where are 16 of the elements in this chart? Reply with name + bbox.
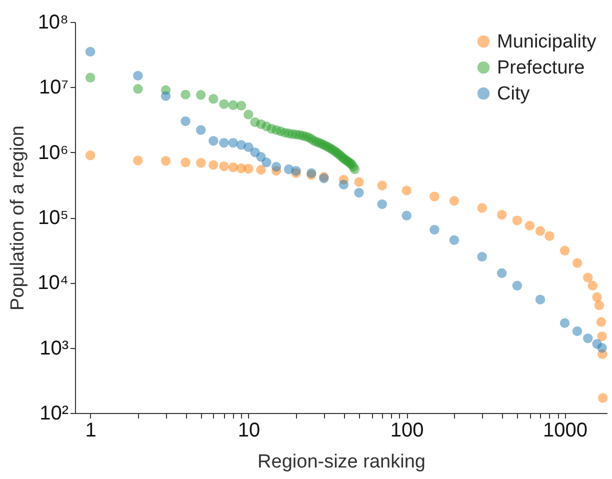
y-tick-label: 10⁵ [38, 207, 68, 229]
x-axis-title: Region-size ranking [258, 452, 426, 472]
y-tick-label: 10⁶ [38, 142, 68, 164]
legend-label: Municipality [497, 32, 597, 52]
x-tick-label: 1000 [543, 420, 588, 442]
legend-label: City [497, 84, 530, 104]
y-tick-label: 10² [40, 402, 69, 424]
x-tick-label: 100 [390, 420, 424, 442]
y-axis-title: Population of a region [8, 126, 29, 310]
y-tick-label: 10⁸ [38, 12, 68, 34]
legend-label: Prefecture [497, 58, 585, 78]
y-tick-label: 10⁴ [38, 272, 68, 294]
x-tick-label: 1 [85, 420, 96, 442]
x-tick-label: 10 [238, 420, 260, 442]
y-tick-label: 10³ [40, 337, 69, 360]
y-tick-label: 10⁷ [39, 76, 68, 99]
